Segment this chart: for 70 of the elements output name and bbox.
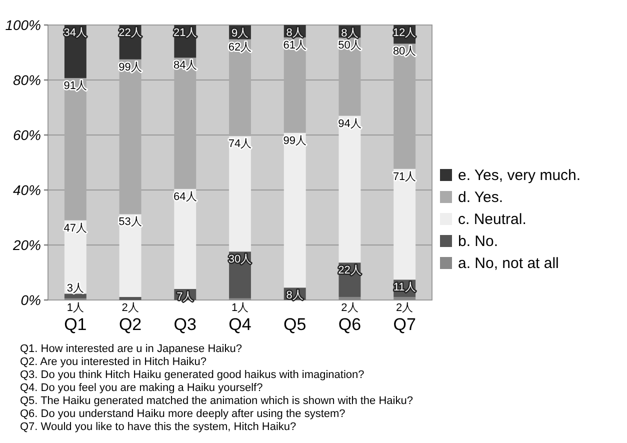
text: Q6. Do you understand Haiku more deeply after using the system? [20,408,346,420]
annotation: 2人 [122,302,139,314]
bar [394,168,416,280]
bar [338,296,361,300]
annotation: 8人 [286,290,304,302]
text: Q7. Would you like to have this the system, Hitch Haiku? [20,421,296,433]
x-tick-label: Q6 [338,315,362,334]
annotation: 61人 [283,39,306,52]
annotation: 2人 [396,302,414,314]
legend-label: b. No. [458,233,498,250]
annotation: 22人 [118,27,142,39]
annotation: 3人 [66,282,84,295]
annotation: 9人 [231,27,249,40]
y-tick-label: 0% [20,292,41,308]
x-tick-label: Q1 [64,315,87,334]
bar [119,296,142,300]
y-tick-label: 40% [12,182,41,198]
bar [64,294,86,298]
bar [338,116,361,263]
x-tick-label: Q3 [174,315,196,334]
text: Q3. Do you think Hitch Haiku generated good haikus with imagination? [20,369,364,381]
annotation: 99人 [118,61,142,74]
x-tick-label: Q2 [118,315,142,334]
annotation: 47人 [64,222,88,234]
annotation: 62人 [228,41,252,54]
y-tick-label: 80% [12,72,41,88]
legend-label: a. No, not at all [458,255,559,272]
annotation: 11人 [393,282,416,294]
bar [284,37,306,133]
annotation: 8人 [341,27,358,40]
annotation: 50人 [338,40,362,52]
annotation: 74人 [228,138,252,150]
annotation: 8人 [286,27,304,39]
text: Q2. Are you interested in Hitch Haiku? [20,356,206,368]
bar [229,39,251,136]
legend-label: d. Yes. [458,189,504,206]
annotation: 1人 [66,302,84,314]
bar [119,214,142,297]
y-tick-label: 20% [12,237,41,253]
bar [394,296,416,300]
annotation: 80人 [392,46,416,58]
x-tick-label: Q5 [284,315,306,334]
bar [64,78,86,220]
bar [174,188,196,289]
annotation: 22人 [338,264,362,277]
y-tick-label: 100% [5,17,41,33]
x-tick-label: Q7 [393,315,416,334]
annotation: 71人 [392,170,416,183]
legend-label: c. Neutral. [458,211,526,228]
annotation: 91人 [64,80,88,92]
annotation: 84人 [174,60,197,72]
annotation: 53人 [118,216,142,228]
bar [229,136,251,252]
text: Q5. The Haiku generated matched the animation which is shown with the Haiku? [20,395,413,407]
annotation: 2人 [341,302,358,314]
bar [394,44,416,169]
text: Q1. How interested are u in Japanese Haiku? [20,343,242,355]
text: Q4. Do you feel you are making a Haiku yourself? [20,382,263,394]
bar [174,58,196,189]
y-tick-label: 60% [12,127,41,143]
annotation: 99人 [283,134,306,147]
annotation: 1人 [231,302,249,314]
x-tick-label: Q4 [228,315,252,334]
annotation: 64人 [174,190,197,203]
bar [284,132,306,288]
annotation: 7人 [176,291,194,303]
legend-label: e. Yes, very much. [458,167,581,184]
annotation: 94人 [338,118,362,130]
annotation: 12人 [392,27,416,39]
bar [119,59,142,214]
